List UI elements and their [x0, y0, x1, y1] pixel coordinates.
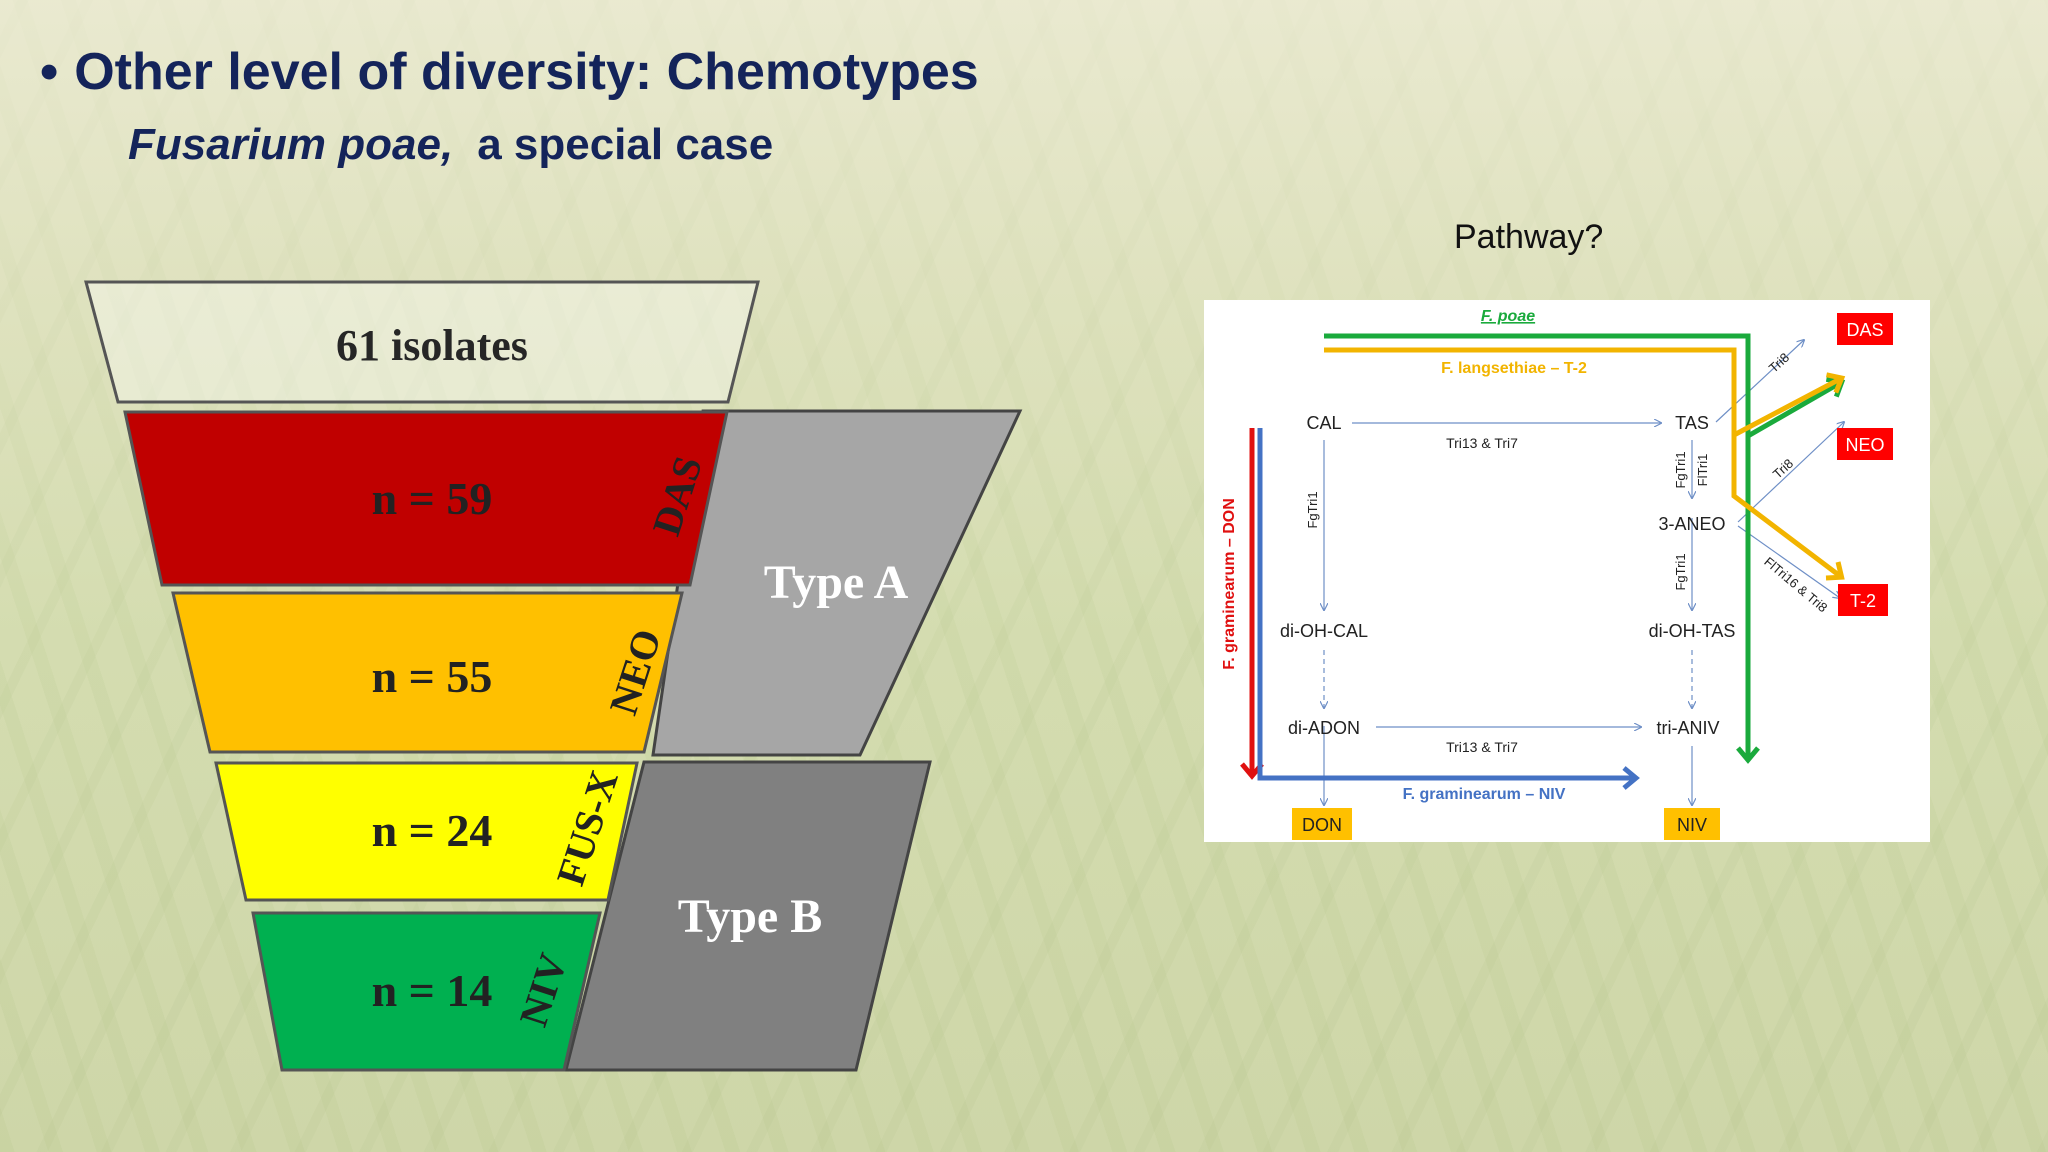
arrow-aneo-neo [1737, 422, 1844, 523]
route-langsethiae [1324, 347, 1845, 581]
node-dioh-cal: di-OH-CAL [1280, 621, 1368, 641]
product-das-box [1837, 313, 1893, 345]
route-label-poae: F. poae [1481, 308, 1535, 325]
pathway-diagram: F. poae F. langsethiae – T-2 F. graminea… [1204, 300, 1930, 842]
funnel-header-box [84, 280, 760, 404]
tier-fusx [214, 761, 639, 902]
enzyme-fltri1: FlTri1 [1695, 454, 1710, 487]
slide-title: • Other level of diversity: Chemotypes [40, 42, 979, 102]
route-label-langsethiae: F. langsethiae – T-2 [1441, 360, 1587, 377]
pathway-question-label: Pathway? [1454, 218, 1604, 256]
product-don-box [1292, 808, 1352, 840]
node-3-aneo: 3-ANEO [1658, 514, 1725, 534]
tier-fusx-count: n = 24 [372, 805, 493, 856]
tier-das [123, 410, 729, 587]
enzyme-fgtri1-left: FgTri1 [1305, 491, 1320, 528]
tier-neo [171, 591, 684, 754]
route-label-graminearum-don: F. graminearum – DON [1221, 498, 1238, 670]
node-tas: TAS [1675, 413, 1709, 433]
product-neo-label: NEO [1845, 435, 1884, 455]
enzyme-tri13-tri7-top: Tri13 & Tri7 [1446, 435, 1518, 451]
route-langsethiae-branch [1732, 372, 1846, 438]
product-t2-box [1838, 584, 1888, 616]
enzyme-fgtri1-right-b: FgTri1 [1673, 553, 1688, 590]
node-di-adon: di-ADON [1288, 718, 1360, 738]
enzyme-fgtri1-right-a: FgTri1 [1673, 451, 1688, 488]
tier-das-count: n = 59 [372, 473, 493, 524]
route-poae [1324, 333, 1760, 764]
title-text: Other level of diversity: Chemotypes [74, 43, 979, 101]
arrow-tas-das [1715, 340, 1804, 423]
product-das-label: DAS [1846, 320, 1883, 340]
subtitle-rest: a special case [477, 120, 774, 169]
subtitle-species: Fusarium poae, [128, 120, 454, 169]
route-label-graminearum-niv: F. graminearum – NIV [1403, 786, 1566, 803]
tier-niv-count: n = 14 [372, 965, 493, 1016]
title-bullet: • [40, 43, 59, 101]
pathway-background [1204, 300, 1930, 842]
arrow-aneo-t2 [1737, 525, 1840, 598]
enzyme-tri13-tri7-bottom: Tri13 & Tri7 [1446, 739, 1518, 755]
route-poae-branch [1746, 376, 1846, 439]
type-a-label: Type A [764, 556, 909, 609]
product-neo-box [1837, 428, 1893, 460]
funnel-header-text: 61 isolates [336, 321, 528, 370]
type-b-label: Type B [678, 890, 822, 943]
chemotype-funnel: 61 isolates Type A Type B n = 59 DAS n =… [84, 280, 1023, 1072]
tier-neo-count: n = 55 [372, 651, 493, 702]
tier-niv [251, 911, 602, 1072]
node-dioh-tas: di-OH-TAS [1649, 621, 1736, 641]
product-don-label: DON [1302, 815, 1342, 835]
slide-subtitle: Fusarium poae, a special case [128, 120, 773, 170]
node-cal: CAL [1306, 413, 1341, 433]
product-niv-label: NIV [1677, 815, 1707, 835]
type-b-panel [564, 760, 932, 1072]
node-tri-aniv: tri-ANIV [1657, 718, 1720, 738]
route-graminearum-niv [1257, 428, 1640, 790]
product-t2-label: T-2 [1850, 591, 1876, 611]
product-niv-box [1664, 808, 1720, 840]
